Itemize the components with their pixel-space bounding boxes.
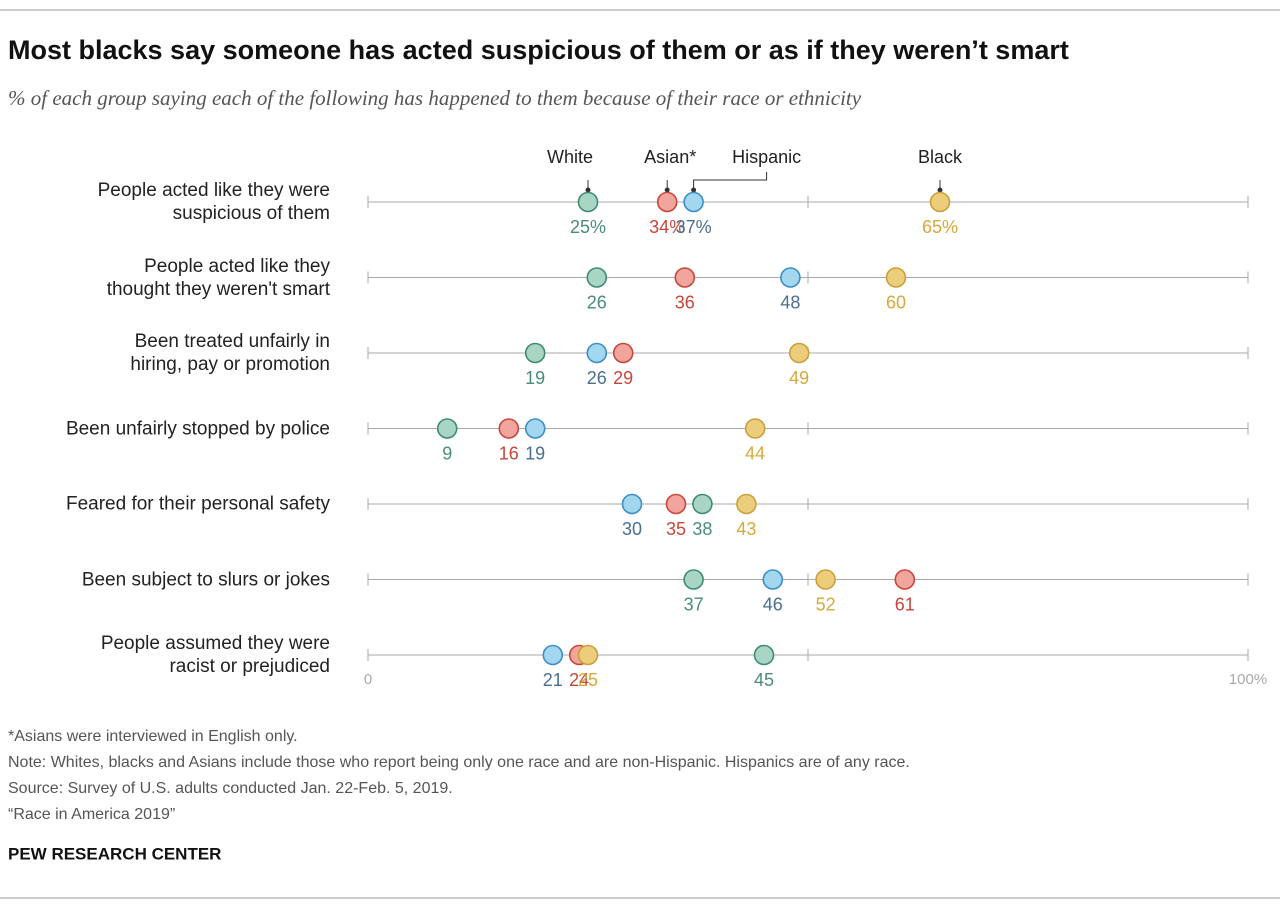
value-label: 52 [816, 594, 836, 614]
dot [436, 418, 458, 439]
x-tick-label: 100% [1229, 671, 1267, 688]
dot [753, 644, 775, 666]
note: Source: Survey of U.S. adults conducted … [8, 780, 453, 797]
dot [780, 267, 801, 288]
value-label: 46 [763, 594, 783, 614]
source: PEW RESEARCH CENTER [8, 844, 221, 863]
category-label: Feared for their personal safety [65, 493, 330, 515]
note: *Asians were interviewed in English only… [8, 728, 298, 745]
dot [586, 342, 608, 364]
dot [577, 191, 599, 213]
category-label: Been treated unfairly in hiring, pay or … [130, 331, 330, 375]
category-label: People acted like they were suspicious o… [97, 180, 330, 224]
value-label: 44 [745, 443, 765, 463]
dot [621, 493, 643, 515]
dot [885, 267, 907, 288]
value-label: 60 [886, 292, 906, 312]
value-label: 19 [525, 443, 545, 463]
dot [542, 644, 564, 666]
dot [788, 342, 810, 364]
note: “Race in America 2019” [8, 806, 175, 823]
legend-label: Asian* [644, 147, 696, 167]
dot [656, 191, 678, 213]
dot [498, 418, 520, 439]
chart-title: Most blacks say someone has acted suspic… [8, 35, 1069, 65]
value-label: 45 [754, 670, 774, 690]
value-label: 37 [684, 594, 704, 614]
value-label: 21 [543, 670, 563, 690]
value-label: 16 [499, 443, 519, 463]
dot [683, 191, 704, 213]
dot [736, 493, 757, 515]
legend-label: Black [918, 147, 963, 167]
leader-dot [937, 187, 943, 193]
dot [524, 418, 546, 439]
dot [577, 644, 599, 666]
value-label: 38 [692, 519, 712, 539]
dot [665, 493, 687, 515]
chart-subtitle: % of each group saying each of the follo… [8, 86, 862, 110]
value-label: 61 [895, 594, 915, 614]
legend-label: Hispanic [732, 147, 801, 167]
value-label: 19 [525, 368, 545, 388]
note: Note: Whites, blacks and Asians include … [8, 754, 910, 771]
value-label: 30 [622, 519, 642, 539]
value-label: 48 [780, 292, 800, 312]
leader-dot [691, 187, 697, 193]
category-label: Been unfairly stopped by police [65, 418, 330, 439]
value-label: 65% [922, 217, 958, 237]
value-label: 9 [442, 443, 452, 463]
dot [894, 569, 916, 590]
value-label: 25% [570, 217, 606, 237]
dot [683, 569, 704, 590]
dot [762, 569, 784, 590]
legend-label: White [547, 147, 593, 167]
dot [612, 342, 634, 364]
dot [692, 493, 713, 515]
value-label: 37% [676, 217, 712, 237]
dot [524, 342, 546, 364]
leader-line [693, 172, 768, 190]
x-tick-label: 0 [364, 671, 372, 688]
dot [586, 267, 608, 288]
value-label: 35 [666, 519, 686, 539]
value-label: 49 [789, 368, 809, 388]
value-label: 36 [675, 292, 695, 312]
value-label: 24 [569, 670, 589, 690]
leader-dot [664, 187, 670, 193]
dot [929, 191, 951, 213]
value-label: 34% [649, 217, 685, 237]
value-label: 26 [587, 292, 607, 312]
value-label: 26 [587, 368, 607, 388]
category-label: People assumed they were racist or preju… [100, 633, 330, 677]
value-label: 29 [613, 368, 633, 388]
value-label: 43 [736, 519, 756, 539]
dot [744, 418, 766, 439]
value-label: 25 [578, 670, 598, 690]
leader-dot [585, 187, 591, 193]
dot [674, 267, 696, 288]
category-label: People acted like they thought they were… [106, 255, 330, 300]
category-label: Been subject to slurs or jokes [81, 569, 330, 590]
dot [815, 569, 836, 590]
